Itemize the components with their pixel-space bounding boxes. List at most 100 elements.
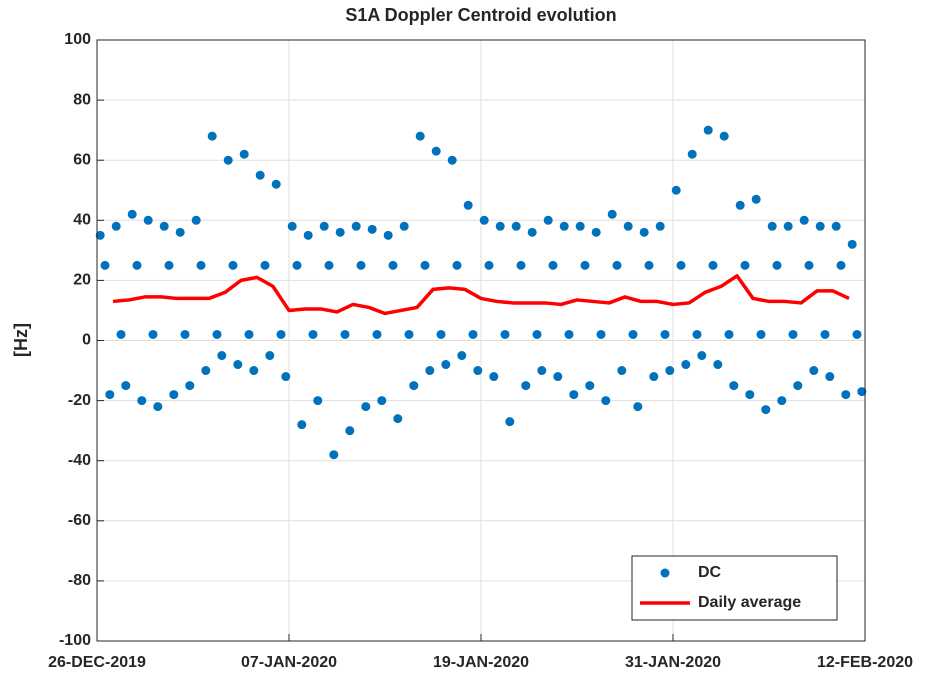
dc-point (569, 390, 579, 400)
dc-point (132, 260, 142, 270)
dc-point (729, 381, 739, 391)
y-tick-label: 100 (64, 31, 91, 48)
dc-point (148, 329, 158, 339)
dc-point (473, 366, 483, 376)
dc-point (697, 351, 707, 361)
dc-point (207, 131, 217, 141)
dc-point (793, 381, 803, 391)
dc-point (249, 366, 259, 376)
dc-point (351, 221, 361, 231)
dc-point (372, 329, 382, 339)
dc-point (580, 260, 590, 270)
dc-point (260, 260, 270, 270)
dc-point (655, 221, 665, 231)
y-tick-label: -80 (68, 572, 91, 589)
dc-point (745, 390, 755, 400)
plot-border (96, 39, 866, 642)
dc-point (548, 260, 558, 270)
dc-point (489, 372, 499, 382)
legend: DC Daily average (631, 555, 838, 621)
dc-point (100, 260, 110, 270)
dc-point (713, 360, 723, 370)
dc-point (639, 227, 649, 237)
dc-point (95, 230, 105, 240)
dc-point (703, 125, 713, 135)
dc-point (815, 221, 825, 231)
dc-point (809, 366, 819, 376)
dc-point (297, 420, 307, 430)
dc-point (137, 396, 147, 406)
dc-point (308, 329, 318, 339)
dc-point (676, 260, 686, 270)
dc-point (404, 329, 414, 339)
x-tick-label: 12-FEB-2020 (817, 654, 913, 671)
dc-point (244, 329, 254, 339)
dc-point (159, 221, 169, 231)
dc-point (500, 329, 510, 339)
dc-point (121, 381, 131, 391)
dc-point (383, 230, 393, 240)
dc-point (367, 224, 377, 234)
dc-point (393, 414, 403, 424)
dc-point (281, 372, 291, 382)
dc-point (324, 260, 334, 270)
dc-point (719, 131, 729, 141)
dc-point (724, 329, 734, 339)
dc-point (463, 200, 473, 210)
dc-point (436, 329, 446, 339)
dc-point (271, 179, 281, 189)
dc-point (553, 372, 563, 382)
dc-point (633, 402, 643, 412)
dc-point (361, 402, 371, 412)
dc-point (377, 396, 387, 406)
dc-point (564, 329, 574, 339)
dc-point (735, 200, 745, 210)
dc-point (175, 227, 185, 237)
dc-point (687, 149, 697, 159)
dc-point (319, 221, 329, 231)
dc-point (169, 390, 179, 400)
dc-point (756, 329, 766, 339)
dc-point (212, 329, 222, 339)
dc-point (164, 260, 174, 270)
dc-point (559, 221, 569, 231)
dc-point (287, 221, 297, 231)
dc-point (329, 450, 339, 460)
dc-point (303, 230, 313, 240)
dc-point (345, 426, 355, 436)
dc-point (201, 366, 211, 376)
y-tick-label: 80 (73, 91, 91, 108)
dc-point (196, 260, 206, 270)
dc-point (783, 221, 793, 231)
dc-point (111, 221, 121, 231)
dc-point (431, 146, 441, 156)
dc-point (521, 381, 531, 391)
dc-point (585, 381, 595, 391)
dc-point (601, 396, 611, 406)
y-tick-label: -60 (68, 512, 91, 529)
dc-point (607, 209, 617, 219)
dc-point (399, 221, 409, 231)
dc-point (820, 329, 830, 339)
dc-point (441, 360, 451, 370)
dc-point (857, 387, 867, 397)
dc-point (543, 215, 553, 225)
dc-point (233, 360, 243, 370)
x-tick-label: 07-JAN-2020 (241, 654, 337, 671)
y-tick-label: 40 (73, 212, 91, 229)
dc-point (537, 366, 547, 376)
dc-point (761, 405, 771, 415)
dc-point (153, 402, 163, 412)
dc-point (665, 366, 675, 376)
dc-point (239, 149, 249, 159)
dc-point (852, 329, 862, 339)
dc-point (452, 260, 462, 270)
dc-point (617, 366, 627, 376)
dc-point (425, 366, 435, 376)
x-tick-label: 26-DEC-2019 (48, 654, 146, 671)
dc-point (223, 155, 233, 165)
dc-point (415, 131, 425, 141)
dc-point (457, 351, 467, 361)
dc-point (681, 360, 691, 370)
